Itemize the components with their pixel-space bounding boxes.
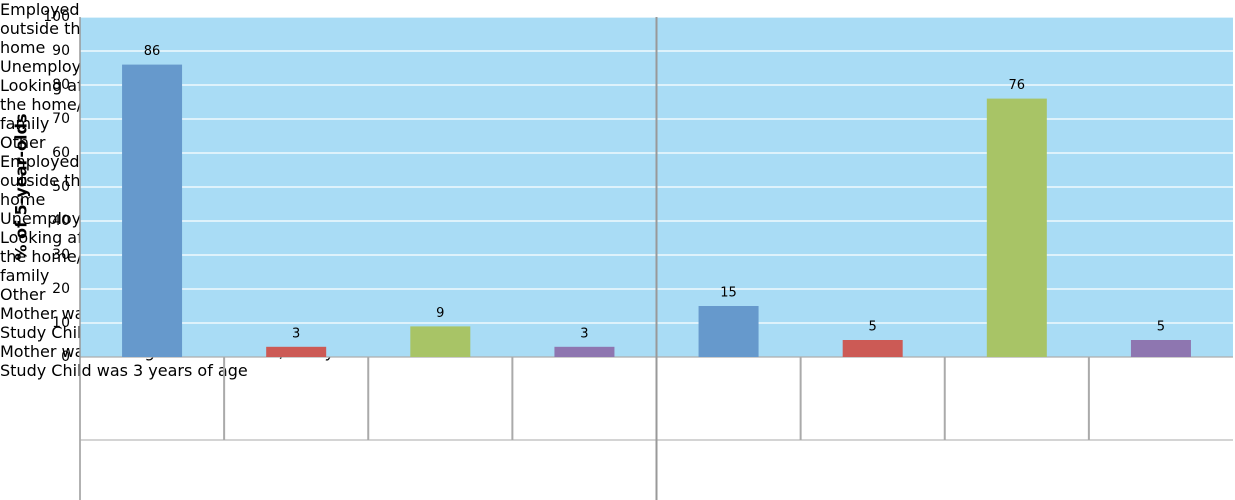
- bar: [842, 340, 903, 357]
- x-tick-label: Other: [0, 133, 46, 152]
- y-axis-label: % of 5-year-olds: [12, 114, 31, 261]
- bar: [986, 98, 1047, 357]
- bar: [266, 346, 327, 357]
- y-tick-label: 60: [52, 145, 70, 161]
- x-tick-label: Other: [0, 285, 46, 304]
- data-label: 3: [292, 326, 300, 341]
- data-label: 3: [580, 326, 588, 341]
- x-tick-label: Looking after the home/ family: [0, 228, 106, 285]
- data-label: 15: [720, 286, 737, 301]
- y-tick-label: 20: [52, 281, 70, 297]
- y-tick-label: 40: [52, 213, 70, 229]
- group-label-part: Mother was: [0, 342, 98, 361]
- y-tick-label: 50: [52, 179, 70, 195]
- x-tick-label: Unemployed: [0, 57, 102, 76]
- bar: [122, 64, 183, 357]
- x-tick-label: Unemployed: [0, 209, 102, 228]
- x-tick-label: Employed outside the home: [0, 0, 91, 57]
- y-tick-label: 0: [61, 349, 70, 365]
- y-tick-label: 80: [52, 77, 70, 93]
- data-label: 86: [144, 44, 161, 59]
- data-label: 9: [436, 306, 444, 321]
- data-label: 5: [869, 320, 877, 335]
- y-tick-label: 10: [52, 315, 70, 331]
- bar: [554, 346, 615, 357]
- data-label: 5: [1157, 320, 1165, 335]
- x-tick-label: Looking after the home/ family: [0, 76, 106, 133]
- y-tick-label: 70: [52, 111, 70, 127]
- y-tick-label: 100: [43, 9, 70, 25]
- x-tick-label: Employed outside the home: [0, 152, 91, 209]
- bar: [698, 306, 759, 357]
- group-label-part: Mother was: [0, 304, 98, 323]
- bar: [410, 326, 471, 357]
- data-label: 76: [1009, 78, 1026, 93]
- y-tick-label: 30: [52, 247, 70, 263]
- y-tick-label: 90: [52, 43, 70, 59]
- bar: [1130, 340, 1191, 357]
